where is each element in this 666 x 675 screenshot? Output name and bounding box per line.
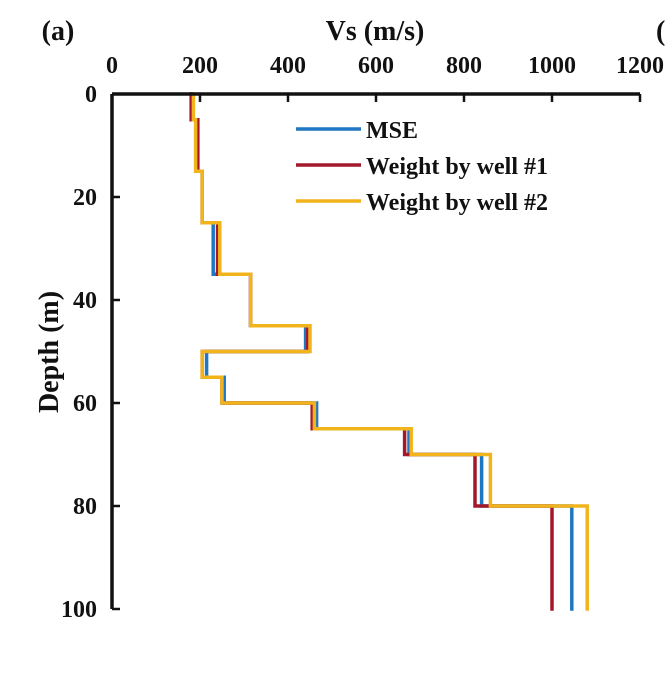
x-tick-label-1000: 1000 <box>528 53 576 79</box>
y-axis-title: Depth (m) <box>34 291 65 413</box>
series-layer <box>189 92 589 611</box>
x-tick-label-1200: 1200 <box>616 53 664 79</box>
y-tick-label-0: 0 <box>85 82 97 108</box>
x-tick-label-0: 0 <box>106 53 118 79</box>
panel-label-left: (a) <box>42 16 75 47</box>
x-axis-title: Vs (m/s) <box>326 16 425 47</box>
y-tick-label-40: 40 <box>73 288 97 314</box>
legend-label-2: Weight by well #1 <box>366 154 548 180</box>
y-tick-label-100: 100 <box>61 597 97 623</box>
axes-layer <box>110 92 640 609</box>
x-tick-label-200: 200 <box>182 53 218 79</box>
x-tick-label-800: 800 <box>446 53 482 79</box>
y-tick-label-60: 60 <box>73 391 97 417</box>
x-tick-label-400: 400 <box>270 53 306 79</box>
y-tick-label-80: 80 <box>73 494 97 520</box>
legend-label-3: Weight by well #2 <box>366 190 548 216</box>
panel-label-right-partial: ( <box>656 16 665 47</box>
y-tick-label-20: 20 <box>73 185 97 211</box>
legend: MSE Weight by well #1 Weight by well #2 <box>296 118 548 216</box>
x-tick-label-600: 600 <box>358 53 394 79</box>
series-line-3 <box>191 92 589 611</box>
legend-label-1: MSE <box>366 118 418 144</box>
